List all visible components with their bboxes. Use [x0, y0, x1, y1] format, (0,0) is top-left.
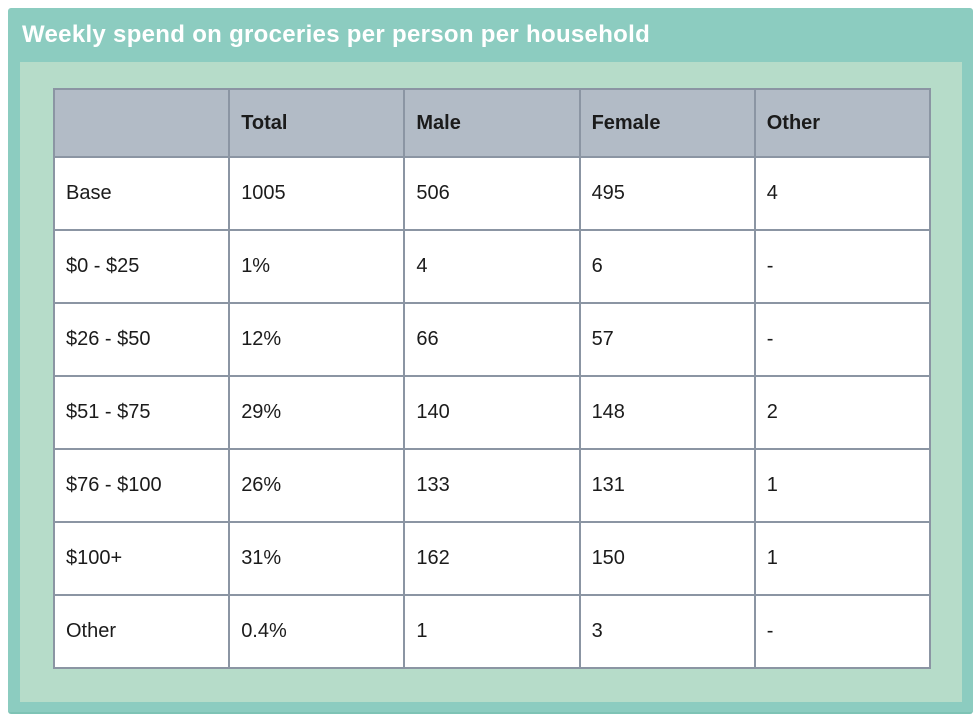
cell-male: 506: [403, 156, 581, 231]
table-panel: Total Male Female Other Base 1005 506 495 4 $0 -…: [20, 62, 962, 702]
cell-male: 66: [403, 302, 581, 377]
cell-other: 2: [753, 375, 932, 450]
page-title: Weekly spend on groceries per person per…: [22, 21, 651, 48]
cell-female: 6: [578, 229, 756, 304]
cell-male: 4: [403, 229, 581, 304]
row-label: $76 - $100: [52, 448, 231, 523]
table-row: $26 - $50 12% 66 57-: [52, 302, 932, 377]
cell-male: 133: [403, 448, 581, 523]
table-row: $100+ 31% 162 150 1: [52, 521, 932, 596]
cell-total: 1005: [228, 156, 406, 231]
cell-male: 140: [403, 375, 581, 450]
cell-male: 1: [403, 594, 581, 669]
row-label: Other: [52, 594, 231, 669]
title-bar: Weekly spend on groceries per person per…: [8, 8, 973, 62]
cell-other: -: [753, 229, 932, 304]
table-row: $0 - $25 1% 4 6-: [52, 229, 932, 304]
row-label: $100+: [52, 521, 231, 596]
table-row: Other 0.4% 1 3-: [52, 594, 932, 669]
cell-total: 0.4%: [228, 594, 406, 669]
column-header-blank: [52, 88, 231, 158]
cell-total: 29%: [228, 375, 406, 450]
table-row: Base 1005 506 495 4: [52, 156, 932, 231]
column-header-other: Other: [753, 88, 932, 158]
row-label: Base: [52, 156, 231, 231]
cell-other: -: [753, 594, 932, 669]
cell-female: 3: [578, 594, 756, 669]
cell-other: -: [753, 302, 932, 377]
column-header-male: Male: [403, 88, 581, 158]
column-header-total: Total: [228, 88, 406, 158]
cell-male: 162: [403, 521, 581, 596]
column-header-female: Female: [578, 88, 756, 158]
cell-other: 1: [753, 448, 932, 523]
table-row: $51 - $75 29% 140 148 2: [52, 375, 932, 450]
cell-female: 131: [578, 448, 756, 523]
cell-female: 150: [578, 521, 756, 596]
cell-total: 31%: [228, 521, 406, 596]
cell-female: 57: [578, 302, 756, 377]
cell-female: 148: [578, 375, 756, 450]
cell-total: 12%: [228, 302, 406, 377]
cell-other: 4: [753, 156, 932, 231]
cell-other: 1: [753, 521, 932, 596]
row-label: $26 - $50: [52, 302, 231, 377]
report-card: Weekly spend on groceries per person per…: [8, 8, 973, 714]
cell-female: 495: [578, 156, 756, 231]
cell-total: 1%: [228, 229, 406, 304]
table-body: Base 1005 506 495 4 $0 - $25 1% 4 6- $26 - $50 12%…: [52, 156, 932, 669]
cell-total: 26%: [228, 448, 406, 523]
table-row: $76 - $100 26% 133 131 1: [52, 448, 932, 523]
header-row: Total Male Female Other: [52, 88, 932, 158]
grocery-spend-table: Total Male Female Other Base 1005 506 495 4 $0 -…: [52, 88, 932, 669]
row-label: $51 - $75: [52, 375, 231, 450]
table-header-row: Total Male Female Other: [52, 88, 932, 158]
row-label: $0 - $25: [52, 229, 231, 304]
